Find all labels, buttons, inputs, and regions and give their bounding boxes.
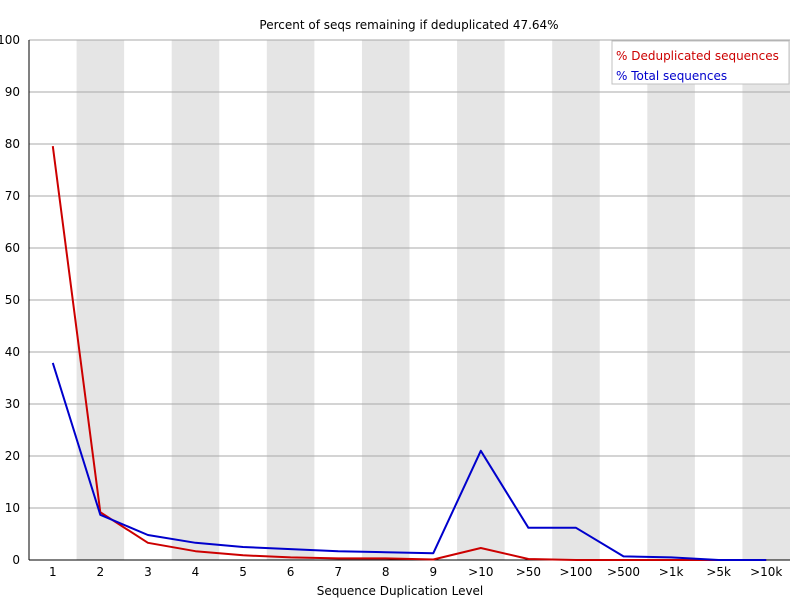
series-line-deduplicated (51, 145, 767, 561)
y-tick-label: 90 (5, 85, 20, 99)
x-tick-label: 8 (382, 565, 390, 579)
y-tick-label: 40 (5, 345, 20, 359)
y-tick-label: 70 (5, 189, 20, 203)
legend-box (611, 40, 790, 85)
x-tick-label: 7 (334, 565, 342, 579)
y-tick-label: 50 (5, 293, 20, 307)
x-tick-label: 9 (429, 565, 437, 579)
y-tick-label: 80 (5, 137, 20, 151)
legend-entry: % Total sequences (616, 69, 727, 83)
x-tick-label: >10 (468, 565, 493, 579)
x-axis-label: Sequence Duplication Level (317, 584, 484, 598)
series-lines (51, 145, 767, 561)
chart-title: Percent of seqs remaining if deduplicate… (259, 18, 558, 32)
y-tick-label: 30 (5, 397, 20, 411)
x-tick-label: >500 (607, 565, 640, 579)
x-tick-label: 1 (49, 565, 57, 579)
y-tick-label: 100 (0, 33, 20, 47)
y-tick-labels: 0 10 20 30 40 50 60 70 80 90 100 (0, 33, 20, 567)
y-tick-label: 10 (5, 501, 20, 515)
legend-entry: % Deduplicated sequences (616, 49, 779, 63)
x-tick-label: 6 (287, 565, 295, 579)
y-tick-label: 60 (5, 241, 20, 255)
x-tick-label: 2 (97, 565, 105, 579)
legend: % Deduplicated sequences % Total sequence… (611, 40, 790, 85)
x-tick-label: >10k (750, 565, 782, 579)
x-tick-label: >1k (659, 565, 684, 579)
y-tick-label: 0 (12, 553, 20, 567)
y-tick-label: 20 (5, 449, 20, 463)
x-tick-label: 3 (144, 565, 152, 579)
x-tick-label: 4 (192, 565, 200, 579)
series-line-total (51, 362, 767, 561)
x-tick-label: >50 (516, 565, 541, 579)
x-tick-label: >5k (706, 565, 731, 579)
x-tick-label: >100 (559, 565, 592, 579)
x-tick-labels: 1 2 3 4 5 6 7 8 9 >10 >50 >100 >500 >1k >5k >10k (49, 565, 782, 579)
x-tick-label: 5 (239, 565, 247, 579)
